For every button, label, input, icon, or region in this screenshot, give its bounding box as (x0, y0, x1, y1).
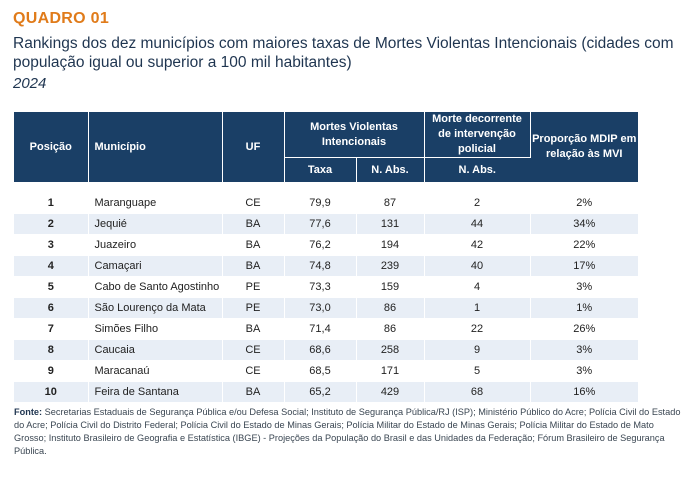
cell-taxa: 77,6 (284, 213, 357, 235)
cell-nabs-mdip: 1 (424, 297, 531, 319)
cell-taxa: 76,2 (284, 234, 357, 256)
cell-taxa: 68,5 (284, 360, 357, 382)
cell-proporcao: 3% (530, 276, 638, 298)
cell-nabs-mdip: 4 (424, 276, 531, 298)
cell-nabs-mvi: 159 (356, 276, 425, 298)
cell-uf: BA (222, 255, 285, 277)
cell-municipio: Maracanaú (88, 360, 223, 382)
cell-posicao: 8 (14, 339, 89, 361)
cell-municipio: Maranguape (88, 192, 223, 214)
table-row: 7 Simões Filho BA 71,4 86 22 26% (14, 318, 638, 340)
rankings-table: Posição Município UF Mortes Violentas In… (14, 112, 638, 403)
cell-taxa: 79,9 (284, 192, 357, 214)
cell-municipio: Juazeiro (88, 234, 223, 256)
table-row: 2 Jequié BA 77,6 131 44 34% (14, 213, 638, 235)
cell-uf: BA (222, 381, 285, 403)
cell-nabs-mdip: 5 (424, 360, 531, 382)
header-mvi: Mortes Violentas Intencionais (284, 112, 425, 158)
cell-nabs-mdip: 2 (424, 192, 531, 214)
cell-nabs-mvi: 171 (356, 360, 425, 382)
cell-proporcao: 1% (530, 297, 638, 319)
cell-municipio: Cabo de Santo Agostinho (88, 276, 223, 298)
cell-taxa: 73,0 (284, 297, 357, 319)
cell-nabs-mdip: 68 (424, 381, 531, 403)
table-year: 2024 (13, 75, 47, 92)
table-row: 3 Juazeiro BA 76,2 194 42 22% (14, 234, 638, 256)
cell-municipio: Simões Filho (88, 318, 223, 340)
cell-uf: CE (222, 360, 285, 382)
table-title: Rankings dos dez municípios com maiores … (13, 35, 674, 71)
cell-municipio: Feira de Santana (88, 381, 223, 403)
cell-posicao: 3 (14, 234, 89, 256)
cell-posicao: 7 (14, 318, 89, 340)
cell-taxa: 73,3 (284, 276, 357, 298)
cell-nabs-mvi: 87 (356, 192, 425, 214)
cell-nabs-mdip: 9 (424, 339, 531, 361)
cell-posicao: 4 (14, 255, 89, 277)
cell-uf: CE (222, 339, 285, 361)
header-taxa: Taxa (284, 157, 357, 182)
table-row: 1 Maranguape CE 79,9 87 2 2% (14, 192, 638, 214)
cell-proporcao: 17% (530, 255, 638, 277)
cell-posicao: 10 (14, 381, 89, 403)
figure-number: QUADRO 01 (13, 10, 110, 27)
cell-uf: PE (222, 297, 285, 319)
header-nabs-mvi: N. Abs. (356, 157, 425, 182)
table-row: 8 Caucaia CE 68,6 258 9 3% (14, 339, 638, 361)
cell-posicao: 9 (14, 360, 89, 382)
source-label: Fonte: (14, 407, 43, 417)
header-uf: UF (222, 112, 285, 182)
cell-taxa: 65,2 (284, 381, 357, 403)
cell-uf: BA (222, 234, 285, 256)
header-mdip: Morte decorrente de intervenção policial (424, 112, 531, 158)
cell-uf: CE (222, 192, 285, 214)
cell-nabs-mdip: 40 (424, 255, 531, 277)
source-note: Fonte: Secretarias Estaduais de Seguranç… (14, 406, 684, 458)
source-text: Secretarias Estaduais de Segurança Públi… (14, 407, 681, 456)
cell-taxa: 68,6 (284, 339, 357, 361)
header-posicao: Posição (14, 112, 89, 182)
cell-nabs-mvi: 258 (356, 339, 425, 361)
cell-proporcao: 16% (530, 381, 638, 403)
cell-uf: PE (222, 276, 285, 298)
cell-nabs-mvi: 429 (356, 381, 425, 403)
cell-uf: BA (222, 318, 285, 340)
cell-posicao: 1 (14, 192, 89, 214)
cell-municipio: São Lourenço da Mata (88, 297, 223, 319)
cell-proporcao: 22% (530, 234, 638, 256)
cell-nabs-mvi: 239 (356, 255, 425, 277)
table-row: 6 São Lourenço da Mata PE 73,0 86 1 1% (14, 297, 638, 319)
table-row: 9 Maracanaú CE 68,5 171 5 3% (14, 360, 638, 382)
cell-proporcao: 34% (530, 213, 638, 235)
cell-nabs-mvi: 194 (356, 234, 425, 256)
header-proporcao: Proporção MDIP em relação às MVI (530, 112, 638, 182)
table-row: 5 Cabo de Santo Agostinho PE 73,3 159 4 3% (14, 276, 638, 298)
cell-municipio: Caucaia (88, 339, 223, 361)
cell-taxa: 71,4 (284, 318, 357, 340)
table-row: 4 Camaçari BA 74,8 239 40 17% (14, 255, 638, 277)
cell-proporcao: 3% (530, 360, 638, 382)
cell-posicao: 2 (14, 213, 89, 235)
table-row: 10 Feira de Santana BA 65,2 429 68 16% (14, 381, 638, 403)
cell-posicao: 5 (14, 276, 89, 298)
cell-nabs-mvi: 131 (356, 213, 425, 235)
cell-municipio: Camaçari (88, 255, 223, 277)
cell-proporcao: 2% (530, 192, 638, 214)
cell-nabs-mvi: 86 (356, 297, 425, 319)
cell-posicao: 6 (14, 297, 89, 319)
cell-taxa: 74,8 (284, 255, 357, 277)
header-nabs-mdip: N. Abs. (424, 157, 530, 182)
cell-uf: BA (222, 213, 285, 235)
cell-nabs-mdip: 44 (424, 213, 531, 235)
cell-nabs-mvi: 86 (356, 318, 425, 340)
cell-proporcao: 3% (530, 339, 638, 361)
cell-proporcao: 26% (530, 318, 638, 340)
cell-nabs-mdip: 42 (424, 234, 531, 256)
cell-nabs-mdip: 22 (424, 318, 531, 340)
header-municipio: Município (88, 112, 223, 182)
cell-municipio: Jequié (88, 213, 223, 235)
